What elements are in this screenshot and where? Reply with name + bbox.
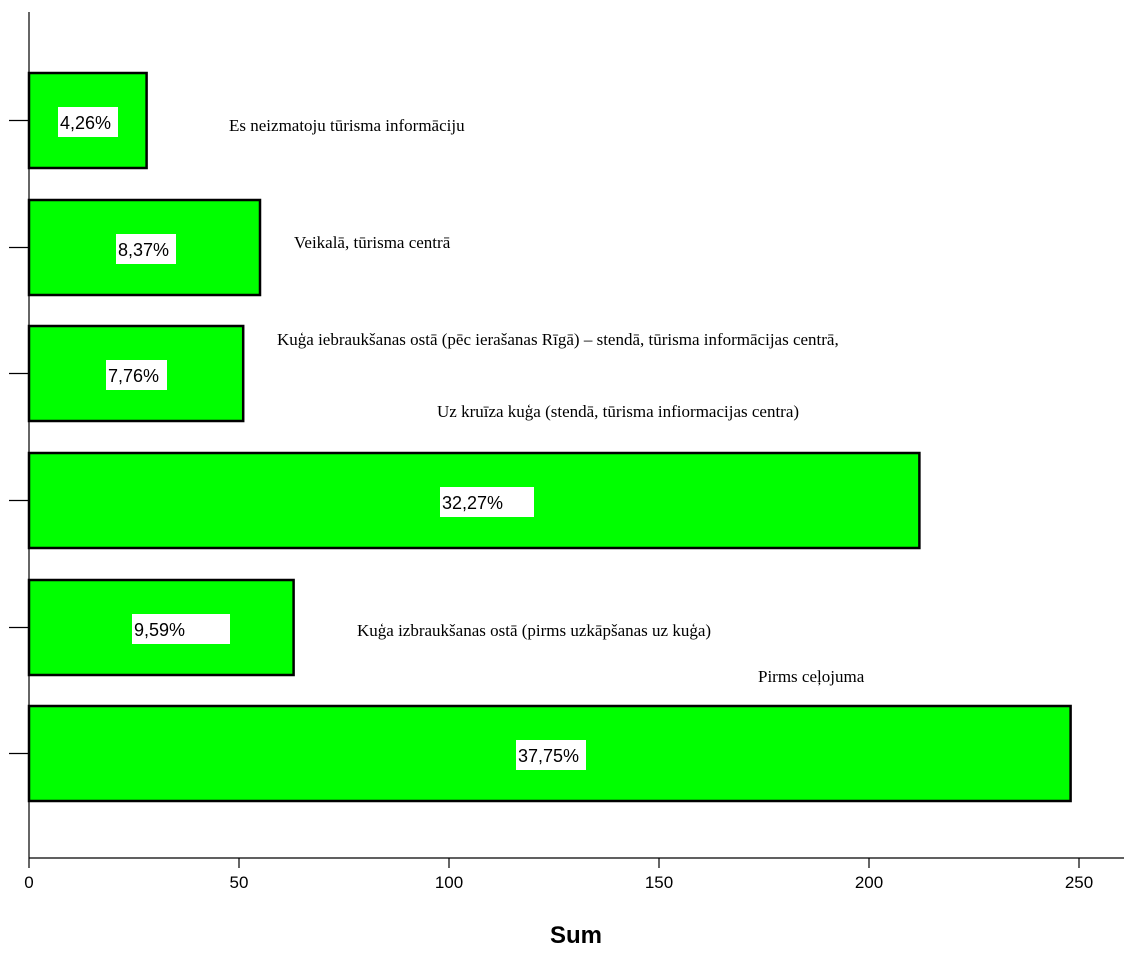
- x-tick-label: 100: [435, 873, 463, 892]
- percent-label-background: [58, 107, 118, 137]
- x-tick-label: 150: [645, 873, 673, 892]
- x-ticks-group: 0 50 100 150 200 250: [24, 858, 1093, 892]
- category-label: Pirms ceļojuma: [758, 667, 865, 686]
- category-label: Kuģa iebraukšanas ostā (pēc ierašanas Rī…: [277, 330, 839, 349]
- category-label: Es neizmatoju tūrisma informāciju: [229, 116, 465, 135]
- percent-data-label: 37,75%: [518, 746, 579, 766]
- percent-data-label: 8,37%: [118, 240, 169, 260]
- percent-label-background: [132, 614, 230, 644]
- percent-label-background: [516, 740, 586, 770]
- category-label: Kuģa izbraukšanas ostā (pirms uzkāpšanas…: [357, 621, 711, 640]
- percent-data-label: 32,27%: [442, 493, 503, 513]
- percent-data-label: 4,26%: [60, 113, 111, 133]
- percent-label-background: [440, 487, 534, 517]
- percent-data-label: 9,59%: [134, 620, 185, 640]
- percent-label-background: [116, 234, 176, 264]
- x-tick-label: 200: [855, 873, 883, 892]
- y-ticks-group: [9, 119, 29, 755]
- category-label: Veikalā, tūrisma centrā: [294, 233, 451, 252]
- percent-data-label: 7,76%: [108, 366, 159, 386]
- percent-label-background: [106, 360, 167, 390]
- x-tick-label: 50: [230, 873, 249, 892]
- x-tick-label: 250: [1065, 873, 1093, 892]
- bars-group: 4,26% 8,37% 7,76% 32,27% 9,59% 37,75%: [27, 71, 1072, 803]
- x-axis-title: Sum: [550, 922, 602, 949]
- category-labels-group: Es neizmatoju tūrisma informāciju Veikalā…: [229, 116, 865, 686]
- category-label: Uz kruīza kuģa (stendā, tūrisma infiorma…: [437, 402, 799, 421]
- x-tick-label: 0: [24, 873, 33, 892]
